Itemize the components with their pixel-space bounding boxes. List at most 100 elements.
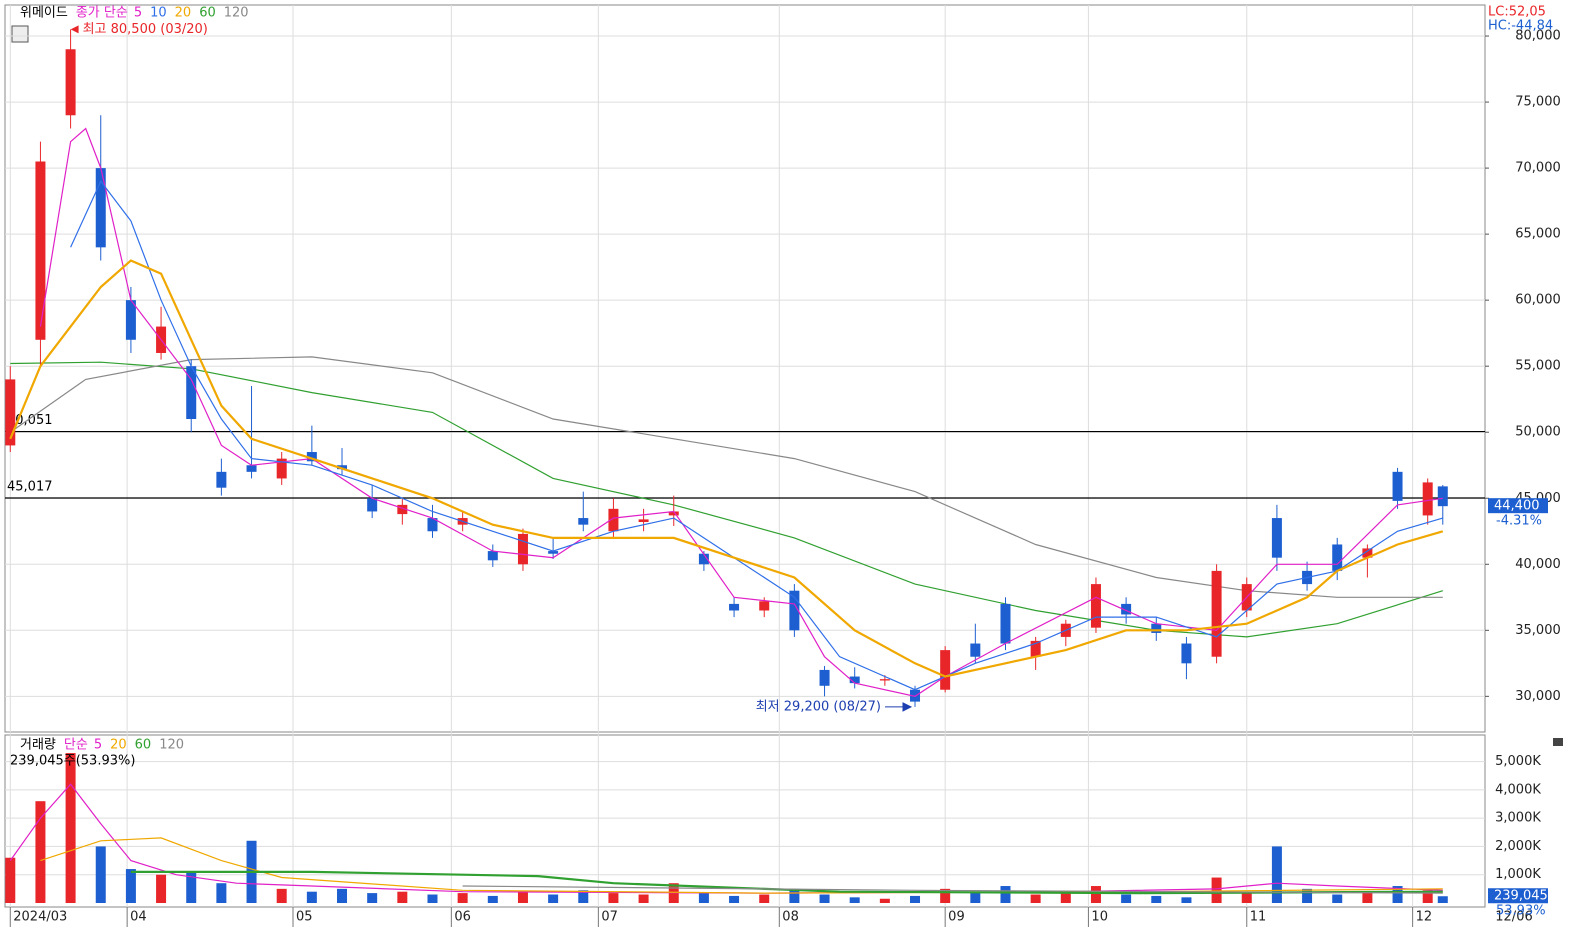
candle-body: [1332, 544, 1343, 571]
volume-bar: [517, 891, 528, 903]
candle-body: [729, 603, 740, 611]
volume-bar: [879, 898, 890, 903]
volume-bar: [367, 893, 378, 903]
candle-body: [517, 533, 528, 565]
volume-bar: [578, 890, 589, 903]
legend-title: 거래량: [20, 738, 56, 753]
candle-body: [1121, 603, 1132, 615]
volume-bar: [457, 893, 468, 903]
candle-body: [1271, 518, 1282, 558]
legend-entry: 5: [94, 738, 102, 753]
candle-body: [1362, 548, 1373, 558]
candle-body: [578, 518, 589, 525]
volume-bar: [1181, 897, 1192, 903]
legend-entry: 120: [224, 6, 249, 21]
candle-body: [397, 504, 408, 515]
last-value: 239,045: [1494, 889, 1548, 904]
candle-body: [367, 498, 378, 512]
candle-body: [487, 551, 498, 561]
candle-body: [1437, 486, 1448, 507]
annotation: 최저 29,200 (08/27): [756, 699, 881, 714]
candle-body: [1392, 471, 1403, 501]
panel-button[interactable]: [1553, 738, 1563, 746]
x-tick-label: 10: [1091, 910, 1108, 925]
volume-bar: [1211, 877, 1222, 903]
candle-body: [608, 508, 619, 532]
y-tick-label: 35,000: [1515, 623, 1561, 638]
candle-body: [970, 643, 981, 657]
volume-bar: [1437, 896, 1448, 903]
volume-bar: [970, 891, 981, 903]
candle-body: [1090, 584, 1101, 628]
candle-body: [5, 379, 16, 446]
legend-entry: 120: [159, 738, 184, 753]
ma-line: [462, 885, 1443, 894]
volume-bar: [1151, 895, 1162, 903]
legend-entry: 60: [199, 6, 216, 21]
volume-bar: [910, 895, 921, 903]
volume-bar: [729, 895, 740, 903]
x-tick-label: 07: [601, 910, 618, 925]
candle-body: [1030, 640, 1041, 657]
volume-bar: [940, 888, 951, 903]
y-tick-label: 30,000: [1515, 689, 1561, 704]
legend-entry: 20: [110, 738, 127, 753]
grid-icon[interactable]: [11, 25, 29, 43]
candle-body: [1000, 603, 1011, 644]
x-tick-label: 2024/03: [13, 910, 67, 925]
candle-body: [186, 366, 197, 420]
volume-bar: [1392, 886, 1403, 903]
last-value-box: [1488, 498, 1548, 514]
price-panel: [4, 4, 1486, 733]
ma-line: [10, 361, 1443, 638]
ma-line: [9, 259, 1444, 678]
candle-body: [940, 650, 951, 690]
ma-line: [9, 356, 1443, 598]
volume-bar: [337, 888, 348, 903]
y-tick-label: 5,000K: [1495, 754, 1541, 769]
candle-body: [1211, 570, 1222, 657]
annotation-arrow: [70, 25, 79, 34]
volume-bar: [1422, 890, 1433, 903]
volume-bar: [125, 869, 136, 903]
volume-bar: [306, 891, 317, 903]
x-tick-label: 09: [948, 910, 965, 925]
hc-label: HC:-44,84: [1488, 19, 1553, 34]
legend-label: 단순: [64, 738, 88, 753]
candle-body: [1151, 623, 1162, 633]
legend-title: 위메이드: [20, 6, 68, 21]
lc-label: LC:52,05: [1488, 5, 1546, 20]
candle-body: [216, 471, 227, 488]
volume-bar: [95, 846, 106, 903]
legend-entry: 10: [150, 6, 167, 21]
y-tick-label: 4,000K: [1495, 782, 1541, 797]
annotation-arrow: [885, 702, 913, 712]
legend-label: 종가 단순: [76, 6, 128, 21]
volume-bar: [1000, 886, 1011, 903]
volume-bar: [789, 888, 800, 903]
x-tick-label: 06: [454, 910, 471, 925]
x-tick-label: 08: [782, 910, 799, 925]
volume-bar: [698, 893, 709, 903]
last-change: 53.93%: [1496, 904, 1546, 919]
y-tick-label: 70,000: [1515, 161, 1561, 176]
legend-entry: 20: [175, 6, 192, 21]
volume-panel: [4, 734, 1486, 908]
candle-body: [276, 458, 287, 479]
reference-label: 45,017: [7, 480, 53, 495]
y-tick-label: 60,000: [1515, 293, 1561, 308]
volume-bar: [638, 894, 649, 903]
volume-bar: [397, 891, 408, 903]
volume-bar: [1121, 894, 1132, 903]
last-value-box: [1488, 888, 1548, 904]
candle-body: [246, 465, 257, 472]
volume-bar: [1362, 891, 1373, 903]
volume-bar: [1060, 893, 1071, 903]
volume-bar: [276, 888, 287, 903]
candle-body: [759, 601, 770, 611]
x-tick-label: 04: [130, 910, 147, 925]
candle-body: [698, 553, 709, 565]
x-tick-label: 12: [1416, 910, 1433, 925]
y-tick-label: 65,000: [1515, 227, 1561, 242]
